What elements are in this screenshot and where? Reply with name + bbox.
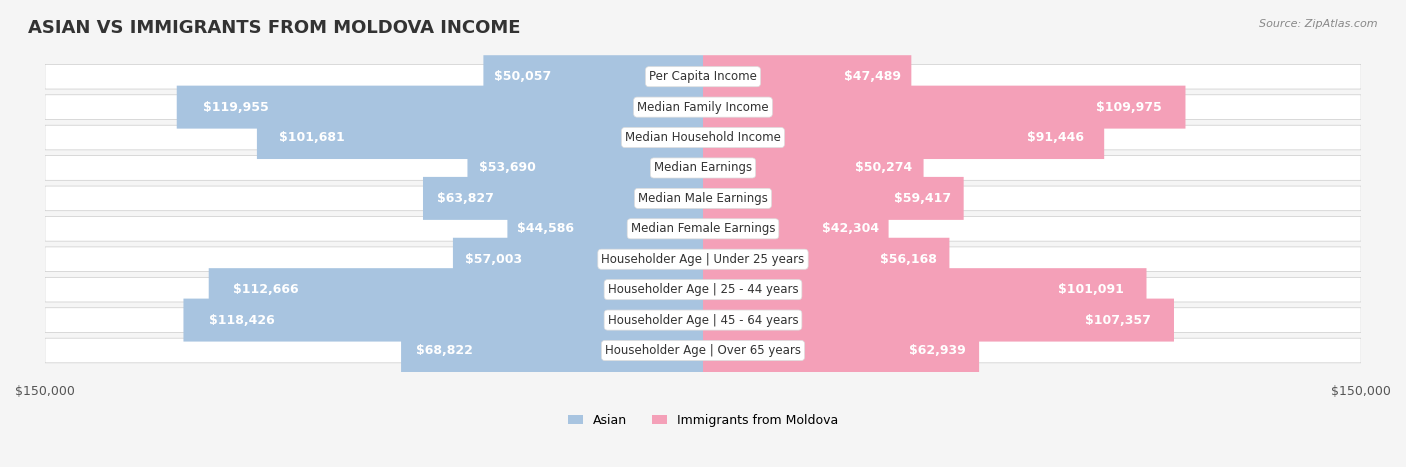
Text: $112,666: $112,666 <box>233 283 299 296</box>
Text: Householder Age | Over 65 years: Householder Age | Over 65 years <box>605 344 801 357</box>
FancyBboxPatch shape <box>703 55 911 98</box>
Text: Householder Age | 25 - 44 years: Householder Age | 25 - 44 years <box>607 283 799 296</box>
FancyBboxPatch shape <box>508 207 703 250</box>
Text: Median Earnings: Median Earnings <box>654 162 752 175</box>
FancyBboxPatch shape <box>257 116 703 159</box>
Text: $101,091: $101,091 <box>1059 283 1125 296</box>
Text: $59,417: $59,417 <box>893 192 950 205</box>
Text: $68,822: $68,822 <box>416 344 472 357</box>
Text: $119,955: $119,955 <box>202 100 269 113</box>
Text: Median Female Earnings: Median Female Earnings <box>631 222 775 235</box>
Text: $101,681: $101,681 <box>280 131 344 144</box>
FancyBboxPatch shape <box>45 338 1361 363</box>
Text: Median Male Earnings: Median Male Earnings <box>638 192 768 205</box>
FancyBboxPatch shape <box>703 268 1146 311</box>
FancyBboxPatch shape <box>177 85 703 128</box>
FancyBboxPatch shape <box>703 298 1174 341</box>
Text: $47,489: $47,489 <box>844 70 901 83</box>
Legend: Asian, Immigrants from Moldova: Asian, Immigrants from Moldova <box>568 414 838 427</box>
Text: $42,304: $42,304 <box>823 222 879 235</box>
FancyBboxPatch shape <box>45 308 1361 333</box>
FancyBboxPatch shape <box>703 177 963 220</box>
FancyBboxPatch shape <box>401 329 703 372</box>
FancyBboxPatch shape <box>703 147 924 190</box>
Text: $53,690: $53,690 <box>479 162 536 175</box>
FancyBboxPatch shape <box>484 55 703 98</box>
FancyBboxPatch shape <box>45 186 1361 211</box>
FancyBboxPatch shape <box>45 247 1361 271</box>
FancyBboxPatch shape <box>45 217 1361 241</box>
FancyBboxPatch shape <box>45 156 1361 180</box>
Text: Householder Age | Under 25 years: Householder Age | Under 25 years <box>602 253 804 266</box>
Text: $50,057: $50,057 <box>495 70 551 83</box>
FancyBboxPatch shape <box>703 329 979 372</box>
Text: $57,003: $57,003 <box>465 253 523 266</box>
FancyBboxPatch shape <box>423 177 703 220</box>
FancyBboxPatch shape <box>467 147 703 190</box>
Text: $50,274: $50,274 <box>855 162 912 175</box>
Text: $56,168: $56,168 <box>880 253 936 266</box>
Text: $118,426: $118,426 <box>209 313 276 326</box>
FancyBboxPatch shape <box>703 85 1185 128</box>
FancyBboxPatch shape <box>45 64 1361 89</box>
Text: Per Capita Income: Per Capita Income <box>650 70 756 83</box>
Text: Source: ZipAtlas.com: Source: ZipAtlas.com <box>1260 19 1378 28</box>
Text: Householder Age | 45 - 64 years: Householder Age | 45 - 64 years <box>607 313 799 326</box>
FancyBboxPatch shape <box>453 238 703 281</box>
FancyBboxPatch shape <box>183 298 703 341</box>
FancyBboxPatch shape <box>208 268 703 311</box>
Text: Median Household Income: Median Household Income <box>626 131 780 144</box>
Text: ASIAN VS IMMIGRANTS FROM MOLDOVA INCOME: ASIAN VS IMMIGRANTS FROM MOLDOVA INCOME <box>28 19 520 37</box>
Text: $63,827: $63,827 <box>437 192 494 205</box>
FancyBboxPatch shape <box>45 95 1361 120</box>
Text: $62,939: $62,939 <box>908 344 966 357</box>
FancyBboxPatch shape <box>703 207 889 250</box>
FancyBboxPatch shape <box>703 116 1104 159</box>
Text: $107,357: $107,357 <box>1084 313 1150 326</box>
FancyBboxPatch shape <box>703 238 949 281</box>
Text: $91,446: $91,446 <box>1028 131 1084 144</box>
FancyBboxPatch shape <box>45 277 1361 302</box>
FancyBboxPatch shape <box>45 125 1361 150</box>
Text: Median Family Income: Median Family Income <box>637 100 769 113</box>
Text: $44,586: $44,586 <box>517 222 574 235</box>
Text: $109,975: $109,975 <box>1095 100 1161 113</box>
